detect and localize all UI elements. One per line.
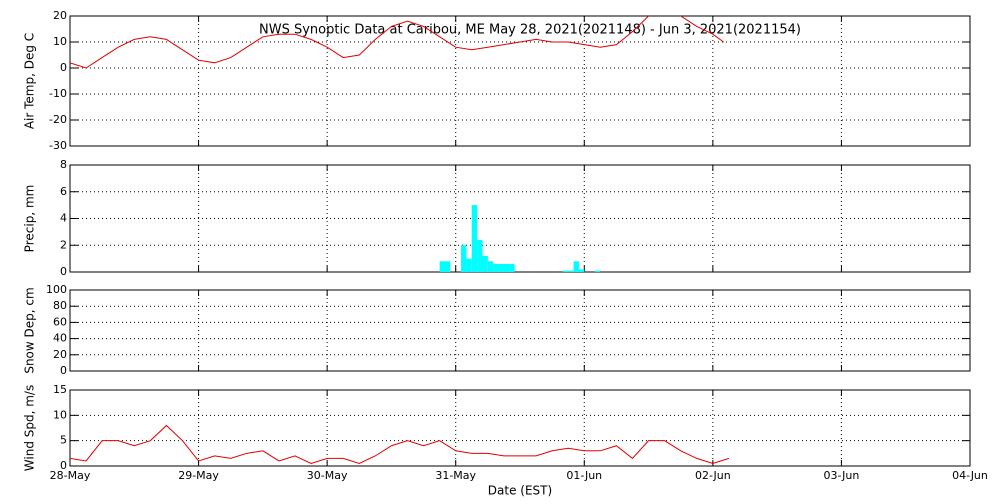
bar <box>493 263 499 272</box>
data-line <box>70 424 730 465</box>
bar <box>477 239 483 272</box>
x-tick-label: 01-Jun <box>566 469 602 482</box>
y-tick-label: -10 <box>49 87 67 100</box>
data-line <box>70 16 724 69</box>
y-tick-label: -30 <box>49 139 67 152</box>
y-tick-label: 0 <box>60 265 67 278</box>
y-tick-label: 0 <box>60 459 67 472</box>
x-tick-label: 28-May <box>50 469 91 482</box>
bar <box>466 258 472 272</box>
bar <box>498 263 504 272</box>
x-tick-label: 31-May <box>435 469 476 482</box>
bar <box>573 261 579 272</box>
y-tick-label: 20 <box>53 9 67 22</box>
x-tick-label: 30-May <box>307 469 348 482</box>
x-tick-label: 03-Jun <box>824 469 860 482</box>
x-tick-label: 29-May <box>178 469 219 482</box>
y-tick-label: 60 <box>53 315 67 328</box>
x-tick-label: 04-Jun <box>952 469 988 482</box>
bar <box>445 261 451 272</box>
bar <box>503 263 510 272</box>
y-tick-label: 0 <box>60 61 67 74</box>
plot-frame <box>69 15 971 147</box>
y-tick-label: 4 <box>60 212 67 225</box>
y-tick-label: 8 <box>60 158 67 171</box>
y-axis-label: Air Temp, Deg C <box>23 33 37 129</box>
y-tick-label: 15 <box>53 383 67 396</box>
y-axis-label: Snow Dep, cm <box>23 287 37 373</box>
bar <box>471 205 478 272</box>
y-tick-label: 100 <box>46 283 67 296</box>
y-tick-label: 6 <box>60 185 67 198</box>
y-tick-label: 10 <box>53 408 67 421</box>
plot-area <box>70 16 724 69</box>
bar <box>482 255 488 272</box>
y-tick-label: 40 <box>53 332 67 345</box>
bar <box>562 270 569 272</box>
y-tick-label: 0 <box>60 364 67 377</box>
plot-area <box>70 424 730 465</box>
chart-title: NWS Synoptic Data at Caribou, ME May 28,… <box>259 23 801 38</box>
plot-frame <box>69 164 971 273</box>
y-tick-label: 80 <box>53 299 67 312</box>
y-tick-label: 20 <box>53 348 67 361</box>
y-tick-label: 2 <box>60 238 67 251</box>
bar <box>578 269 585 272</box>
x-tick-label: 02-Jun <box>695 469 731 482</box>
y-axis-label: Precip, mm <box>23 185 37 253</box>
y-axis-label: Wind Spd, m/s <box>23 385 37 471</box>
bar <box>568 270 574 272</box>
plot-frame <box>69 289 971 372</box>
bar <box>487 261 494 272</box>
plot-area <box>439 205 601 272</box>
bar <box>595 270 601 272</box>
bar <box>461 245 467 272</box>
x-axis-label: Date (EST) <box>488 484 552 498</box>
plot-frame <box>69 389 971 467</box>
y-tick-label: 5 <box>60 434 67 447</box>
bar <box>439 261 445 272</box>
y-tick-label: -20 <box>49 113 67 126</box>
bar <box>509 263 515 272</box>
y-tick-label: 10 <box>53 35 67 48</box>
